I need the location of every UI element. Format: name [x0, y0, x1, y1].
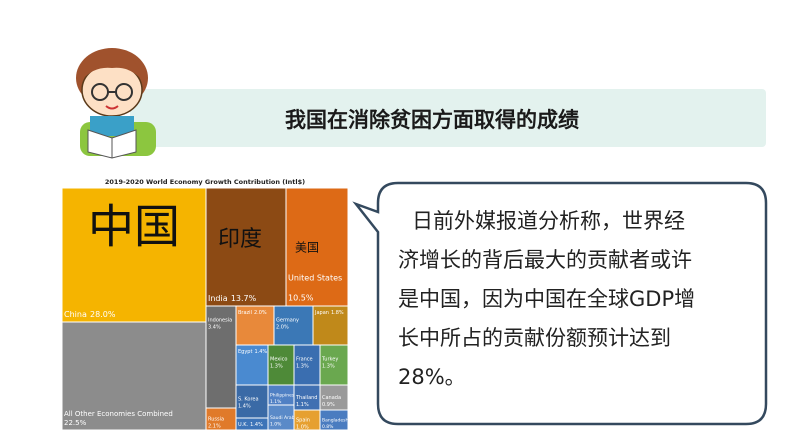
treemap-cell	[61, 321, 207, 431]
cell-label: Japan 1.8%	[314, 310, 344, 316]
treemap-cell	[267, 344, 295, 386]
callout-line: 是中国，因为中国在全球GDP增	[398, 287, 695, 311]
cell-name: Mexico	[270, 357, 287, 363]
treemap-cell	[293, 344, 321, 386]
cell-value: 0.8%	[322, 424, 334, 430]
treemap-cell	[267, 404, 295, 431]
cell-value: 2.0%	[254, 310, 267, 316]
treemap-cell	[61, 187, 207, 323]
cell-label: Egypt 1.4%	[238, 349, 267, 355]
cell-name: Egypt	[238, 349, 252, 355]
cell-value: 10.5%	[288, 294, 314, 303]
cell-annotation: 美国	[295, 241, 319, 255]
treemap-cell	[293, 384, 321, 411]
treemap-cell	[312, 305, 349, 346]
callout	[352, 181, 768, 426]
treemap-cell	[235, 344, 269, 386]
cell-label: India 13.7%	[208, 294, 257, 303]
cell-name: Bangladesh	[322, 418, 349, 424]
cell-name: Spain	[296, 418, 310, 424]
cell-value: 3.4%	[208, 325, 221, 331]
cell-value: 1.0%	[296, 425, 309, 431]
cell-annotation: 中国	[88, 200, 180, 254]
cell-name: Thailand	[295, 395, 317, 401]
cell-value: 1.4%	[250, 422, 263, 428]
callout-line: 28%。	[398, 365, 466, 389]
cell-value: 1.1%	[270, 399, 282, 405]
cell-value: 13.7%	[231, 294, 257, 303]
cell-name: Saudi Arabia	[270, 415, 299, 421]
cell-value: 2.0%	[276, 325, 289, 331]
cell-value: 1.4%	[238, 404, 251, 410]
cell-name: Philippines	[270, 393, 295, 399]
cell-value: 1.3%	[322, 364, 335, 370]
cell-name: China	[64, 310, 87, 319]
cell-value: 0.9%	[322, 402, 335, 408]
cell-value: 1.3%	[296, 364, 309, 370]
cell-name: Turkey	[321, 357, 338, 363]
cell-name: Indonesia	[208, 318, 232, 324]
cell-value: 1.0%	[270, 422, 282, 428]
treemap-cell	[235, 384, 269, 419]
cell-label: China 28.0%	[64, 310, 116, 319]
treemap-cell	[273, 305, 314, 346]
cell-name: Russia	[208, 417, 224, 423]
cell-name: France	[296, 357, 313, 363]
cell-value: 2.1%	[208, 424, 221, 430]
cell-name: Germany	[276, 318, 299, 324]
cell-annotation: 印度	[218, 227, 262, 252]
cell-name: Canada	[322, 395, 341, 401]
cell-name: U.K.	[238, 422, 249, 428]
callout-line: 日前外媒报道分析称，世界经	[412, 209, 685, 233]
treemap-cell	[285, 187, 349, 307]
cell-name: India	[208, 294, 228, 303]
callout-line: 长中所占的贡献份额预计达到	[398, 326, 671, 350]
cell-value: 28.0%	[90, 310, 116, 319]
cell-name: All Other Economies Combined	[64, 410, 173, 418]
cell-label: Brazil 2.0%	[238, 310, 267, 316]
treemap-cell	[319, 344, 349, 386]
cell-name: Japan	[314, 310, 329, 316]
slide-title: 我国在消除贫困方面取得的成绩	[285, 108, 579, 132]
title-band	[130, 89, 766, 147]
cell-name: S. Korea	[238, 397, 259, 403]
cell-label: U.K. 1.4%	[238, 422, 263, 428]
treemap-cell	[205, 305, 237, 409]
cell-name: Brazil	[238, 310, 252, 316]
cell-value: 22.5%	[64, 419, 87, 427]
cell-value: 1.1%	[296, 402, 309, 408]
cartoon-boy	[76, 48, 156, 159]
callout-line: 济增长的背后最大的贡献者或许	[398, 248, 692, 272]
cell-name: United States	[288, 274, 342, 283]
treemap: 2019-2020 World Economy Growth Contribut…	[61, 178, 349, 431]
cell-value: 1.8%	[331, 310, 344, 316]
treemap-cell	[205, 187, 287, 307]
cell-value: 1.4%	[254, 349, 267, 355]
treemap-cell	[319, 409, 349, 431]
cell-value: 1.3%	[270, 364, 283, 370]
chart-title: 2019-2020 World Economy Growth Contribut…	[105, 178, 305, 186]
